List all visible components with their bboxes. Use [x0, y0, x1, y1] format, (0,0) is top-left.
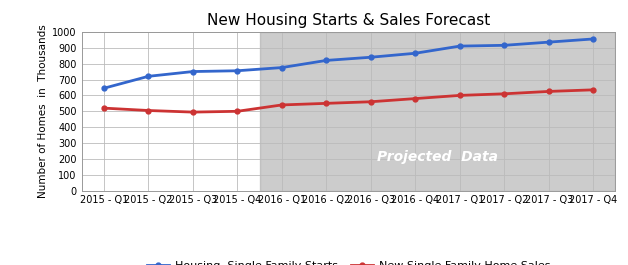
Y-axis label: Number of Homes  in  Thousands: Number of Homes in Thousands	[38, 24, 48, 198]
Housing  Single Family Starts	[590, 37, 597, 41]
Bar	[259, 32, 615, 191]
New Single Family Home Sales	[278, 103, 286, 107]
Housing  Single Family Starts	[234, 69, 241, 72]
New Single Family Home Sales	[189, 111, 197, 114]
New Single Family Home Sales	[590, 88, 597, 91]
Text: Projected  Data: Projected Data	[377, 150, 498, 164]
New Single Family Home Sales	[234, 110, 241, 113]
Housing  Single Family Starts	[545, 41, 553, 44]
Housing  Single Family Starts	[144, 75, 152, 78]
Housing  Single Family Starts	[278, 66, 286, 69]
New Single Family Home Sales	[411, 97, 419, 100]
Housing  Single Family Starts	[456, 45, 463, 48]
Title: New Housing Starts & Sales Forecast: New Housing Starts & Sales Forecast	[207, 13, 490, 28]
New Single Family Home Sales	[545, 90, 553, 93]
Line: New Single Family Home Sales: New Single Family Home Sales	[102, 87, 595, 114]
New Single Family Home Sales	[501, 92, 508, 95]
New Single Family Home Sales	[323, 102, 330, 105]
Line: Housing  Single Family Starts: Housing Single Family Starts	[102, 37, 595, 91]
Housing  Single Family Starts	[100, 87, 107, 90]
Housing  Single Family Starts	[411, 52, 419, 55]
New Single Family Home Sales	[100, 107, 107, 110]
New Single Family Home Sales	[456, 94, 463, 97]
Housing  Single Family Starts	[189, 70, 197, 73]
Housing  Single Family Starts	[367, 56, 374, 59]
Housing  Single Family Starts	[323, 59, 330, 62]
New Single Family Home Sales	[367, 100, 374, 103]
Legend: Housing  Single Family Starts, New Single Family Home Sales: Housing Single Family Starts, New Single…	[143, 257, 555, 265]
New Single Family Home Sales	[144, 109, 152, 112]
Housing  Single Family Starts	[501, 44, 508, 47]
